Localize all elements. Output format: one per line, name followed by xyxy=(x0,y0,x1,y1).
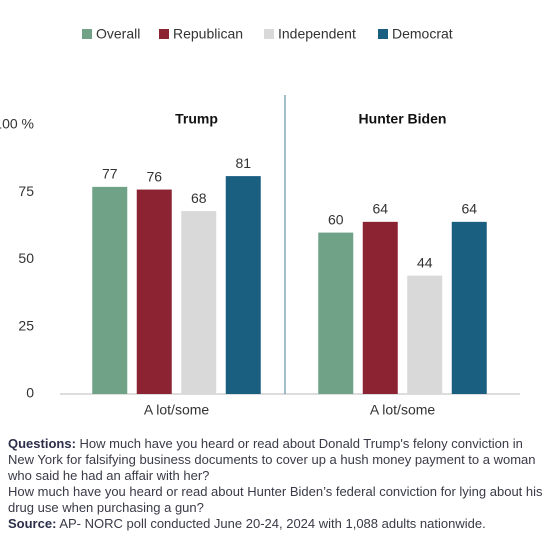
question: How much have you heard or read about Hu… xyxy=(8,484,543,515)
questions: Questions: How much have you heard or re… xyxy=(8,436,544,484)
legend-label: Republican xyxy=(173,26,243,42)
legend-swatch xyxy=(159,29,169,39)
value-label: 64 xyxy=(461,201,477,217)
bar xyxy=(225,176,261,394)
value-label: 76 xyxy=(146,168,162,184)
legend-label: Democrat xyxy=(392,26,453,42)
legend-swatch xyxy=(82,29,92,39)
legend-label: Overall xyxy=(96,26,140,42)
value-label: 44 xyxy=(417,254,433,270)
value-label: 64 xyxy=(372,201,388,217)
value-label: 77 xyxy=(102,166,118,182)
bar xyxy=(407,275,443,394)
x-tick-label: A lot/some xyxy=(370,402,436,418)
legend-swatch xyxy=(378,29,388,39)
x-tick-label: A lot/some xyxy=(144,402,210,418)
bar xyxy=(92,186,128,394)
bar xyxy=(136,189,172,394)
footer: Questions: How much have you heard or re… xyxy=(8,436,544,532)
y-tick-label: 100 % xyxy=(0,116,34,132)
y-tick-label: 75 xyxy=(18,183,34,199)
legend-swatch xyxy=(264,29,274,39)
bar xyxy=(451,221,487,394)
bar xyxy=(362,221,398,394)
y-tick-label: 0 xyxy=(26,385,34,401)
question: How much have you heard or read about Do… xyxy=(8,436,536,483)
legend-label: Independent xyxy=(278,26,356,42)
y-tick-label: 50 xyxy=(18,250,34,266)
value-label: 68 xyxy=(191,190,207,206)
bar xyxy=(318,232,354,394)
value-label: 81 xyxy=(235,155,251,171)
panel-title: Hunter Biden xyxy=(359,111,447,127)
source: Source: AP- NORC poll conducted June 20-… xyxy=(8,516,544,532)
y-tick-label: 25 xyxy=(18,317,34,333)
source-text: AP- NORC poll conducted June 20-24, 2024… xyxy=(59,516,486,531)
chart: Overall Republican Independent Democrat 0 25 5… xyxy=(0,26,520,418)
panel-title: Trump xyxy=(175,111,218,127)
value-label: 60 xyxy=(328,211,344,227)
questions-label: Questions: xyxy=(8,436,76,451)
source-label: Source: xyxy=(8,516,57,531)
bar xyxy=(181,211,217,394)
